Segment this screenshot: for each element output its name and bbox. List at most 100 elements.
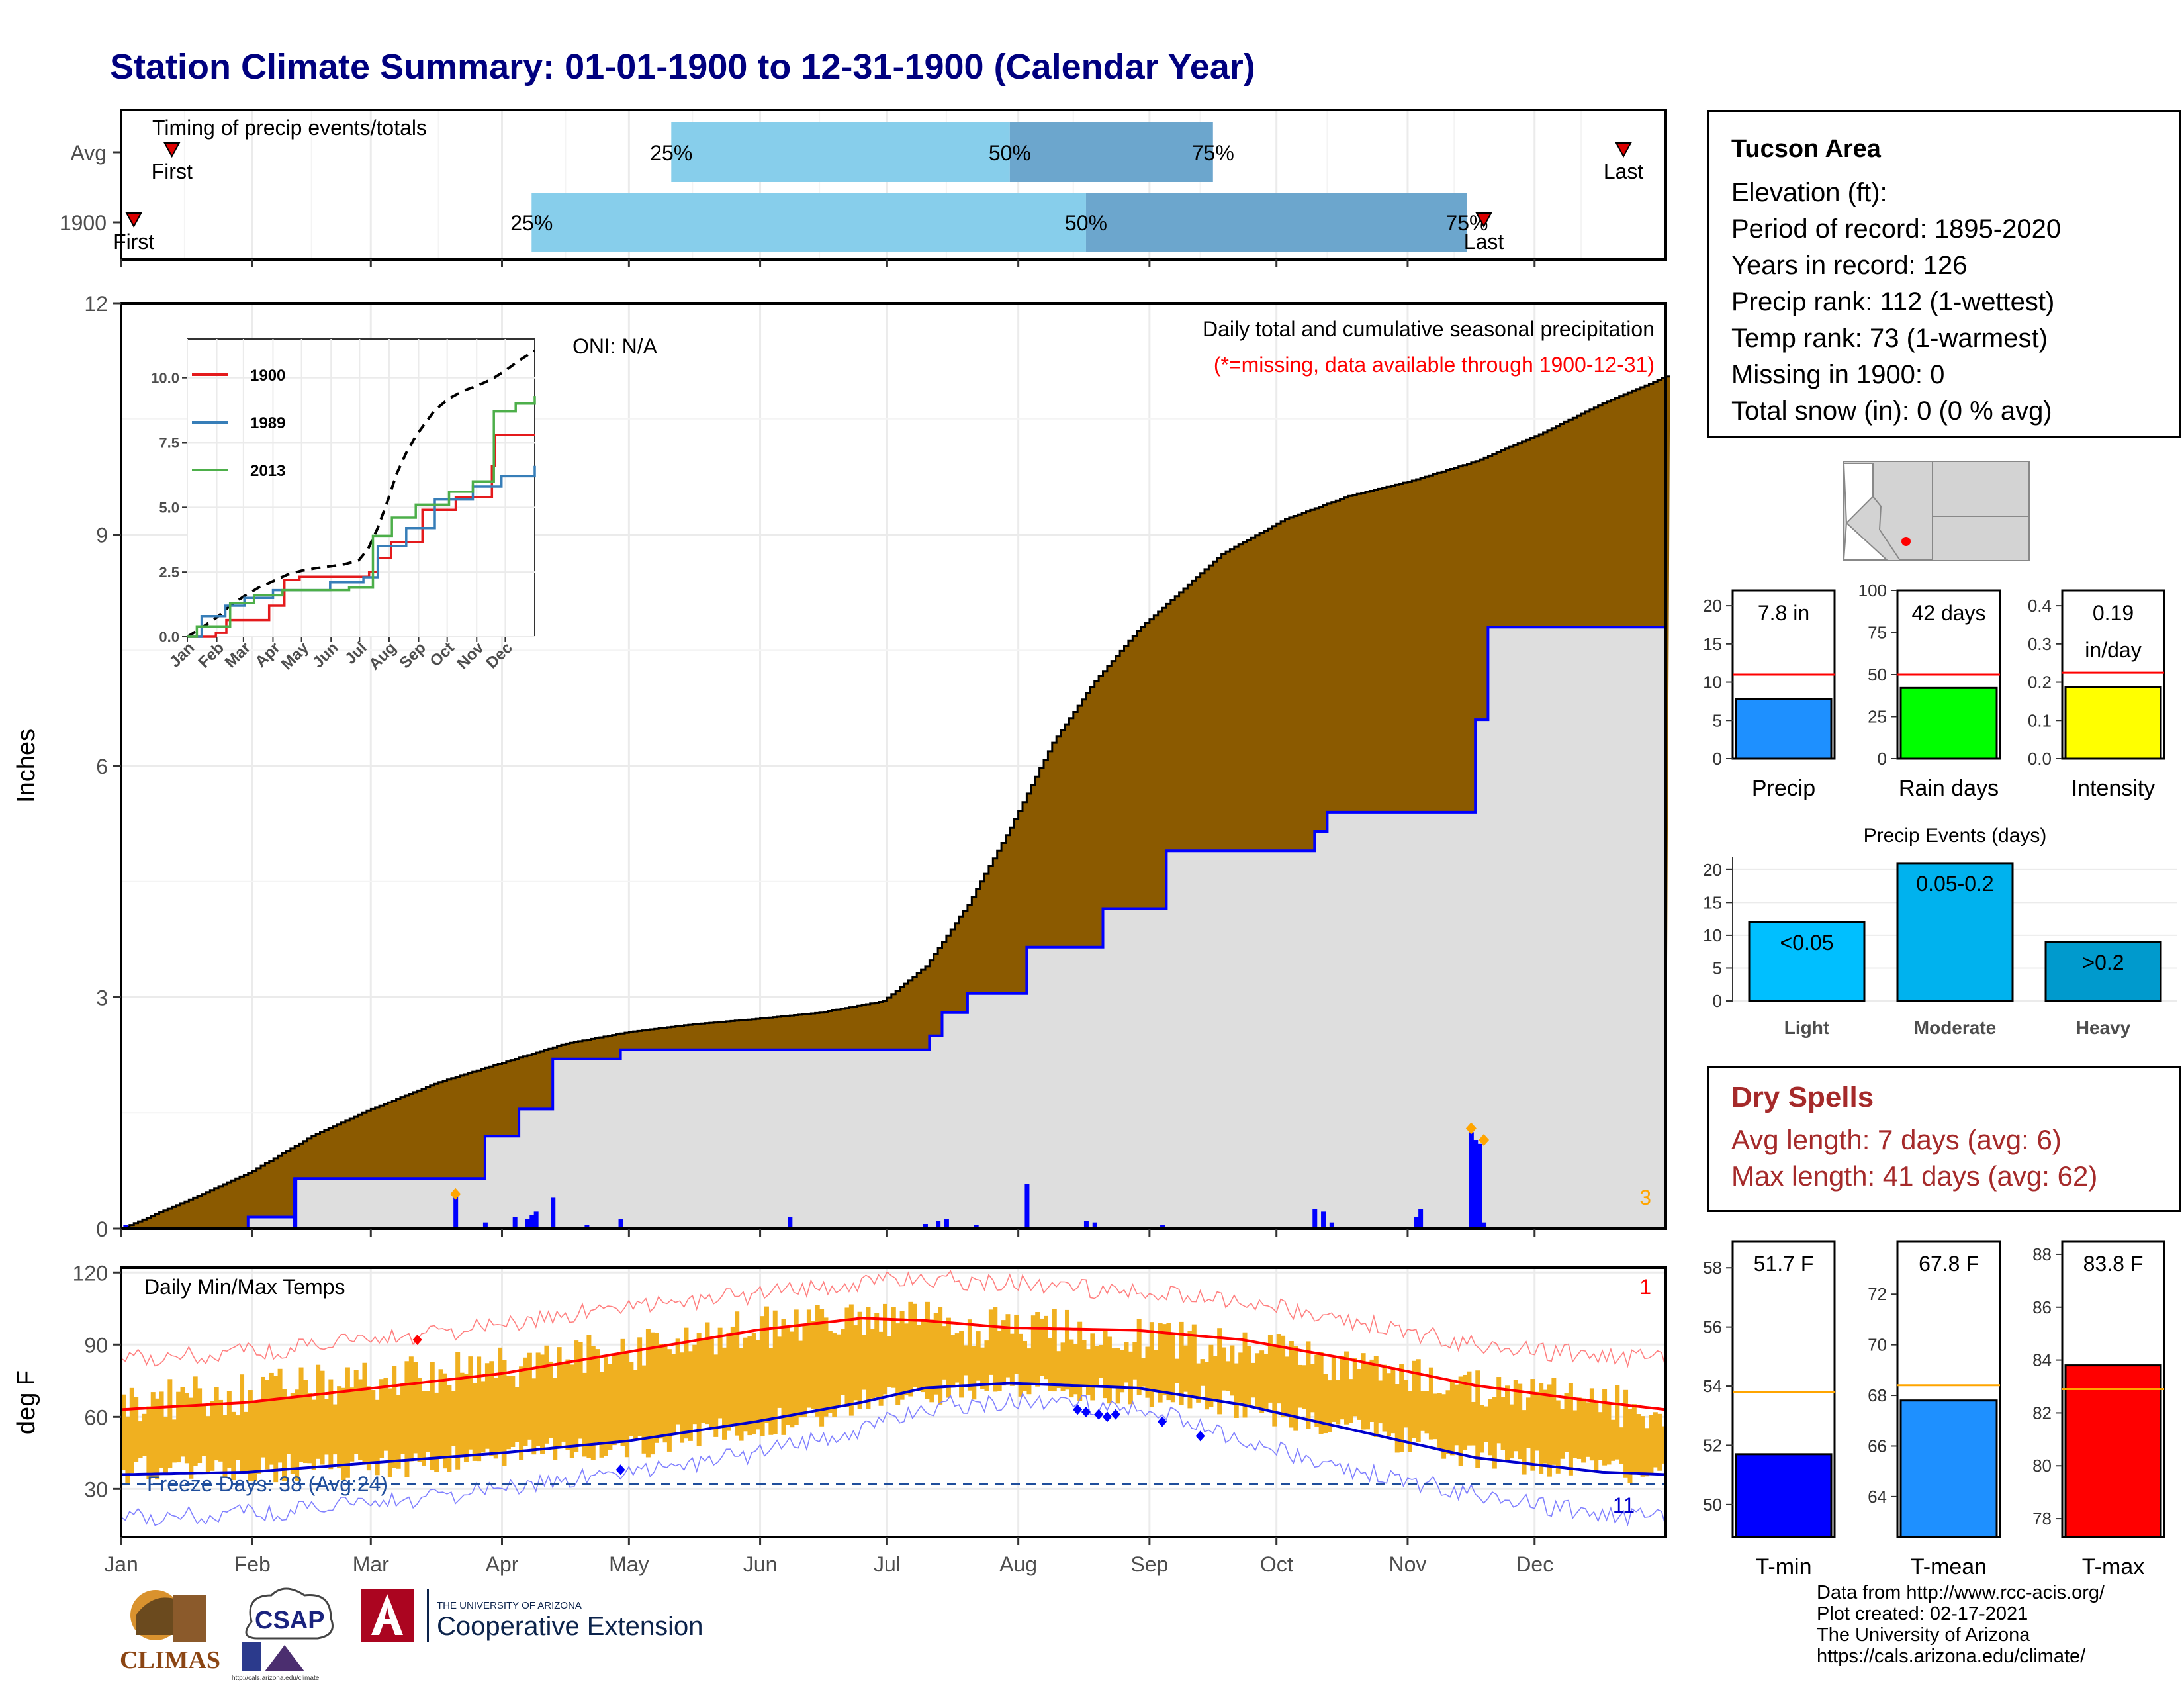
daily-temp-range-bar — [1048, 1337, 1053, 1391]
map-shape — [1843, 521, 1888, 560]
daily-temp-range-bar — [1128, 1351, 1133, 1405]
logos: CLIMAS CSAP http://cals.arizona.edu/clim… — [120, 1587, 703, 1681]
daily-temp-range-bar — [252, 1402, 257, 1481]
daily-precip-bar — [1469, 1132, 1474, 1229]
dry-spells-avg: Avg length: 7 days (avg: 6) — [1731, 1124, 2062, 1155]
station-info-line: Elevation (ft): — [1731, 178, 1888, 207]
csap-wordmark: CSAP — [255, 1607, 325, 1634]
credit-line: Plot created: 02-17-2021 — [1817, 1603, 2028, 1624]
daily-temp-range-bar — [404, 1361, 410, 1477]
daily-temp-range-bar — [1467, 1371, 1472, 1446]
daily-temp-range-bar — [1428, 1367, 1433, 1440]
record-high-marker — [412, 1335, 422, 1346]
inset-avg-line — [186, 349, 536, 638]
daily-temp-range-bar — [1649, 1415, 1654, 1474]
summary-bar-precip: 7.8 in 0 5 10 15 20 Precip — [1703, 589, 1836, 801]
events-y-tick-label: 0 — [1713, 991, 1722, 1011]
daily-temp-range-bar — [155, 1398, 160, 1480]
freeze-days-label: Freeze Days: 38 (Avg:24) — [147, 1472, 388, 1496]
daily-temp-range-bar — [392, 1366, 397, 1468]
temp-y-tick-label: 60 — [84, 1405, 108, 1429]
daily-temp-range-bar — [895, 1323, 901, 1405]
station-info-line: Years in record: 126 — [1731, 251, 1968, 280]
precip-summary-bars: 7.8 in 0 5 10 15 20 Precip 42 days 0 25 50 75 100 Rai… — [1703, 581, 2165, 801]
precip-events-panel: Precip Events (days) 0 5 10 15 20 <0.05 Light 0.… — [1703, 825, 2177, 1038]
daily-temp-range-bar — [302, 1380, 308, 1464]
daily-temp-range-bar — [265, 1380, 270, 1470]
daily-temp-range-bar — [608, 1364, 613, 1450]
daily-temp-range-bar — [1610, 1419, 1615, 1461]
daily-temp-range-bar — [891, 1307, 896, 1388]
daily-temp-range-bar — [1551, 1378, 1557, 1465]
last-event-marker — [1475, 212, 1492, 228]
daily-temp-range-bar — [866, 1307, 871, 1409]
daily-temp-range-bar — [870, 1329, 875, 1399]
daily-temp-range-bar — [1445, 1390, 1451, 1454]
daily-temp-range-bar — [1420, 1391, 1426, 1431]
daily-temp-range-bar — [328, 1379, 334, 1470]
daily-temp-range-bar — [1534, 1391, 1539, 1451]
daily-temp-range-bar — [311, 1399, 316, 1470]
daily-temp-range-bar — [819, 1309, 825, 1427]
summary-y-tick-label: 64 — [1868, 1487, 1887, 1507]
daily-temp-range-bar — [798, 1340, 803, 1418]
daily-temp-range-bar — [1196, 1363, 1201, 1403]
daily-temp-range-bar — [1572, 1410, 1578, 1458]
daily-temp-range-bar — [1187, 1331, 1193, 1409]
daily-temp-range-bar — [980, 1347, 985, 1389]
daily-temp-range-bar — [1030, 1315, 1036, 1385]
daily-temp-range-bar — [1463, 1374, 1468, 1450]
summary-y-tick-label: 0.1 — [2028, 710, 2052, 730]
station-info-box: Tucson Area Elevation (ft): Period of re… — [1707, 110, 2181, 438]
daily-temp-range-bar — [1145, 1346, 1150, 1398]
daily-temp-range-bar — [1005, 1314, 1011, 1378]
daily-temp-range-bar — [921, 1321, 926, 1393]
summary-y-tick-label: 0.0 — [2028, 749, 2052, 769]
daily-temp-range-bar — [371, 1390, 376, 1464]
daily-temp-range-bar — [616, 1354, 621, 1441]
flagged-precip-marker — [1479, 1134, 1490, 1147]
daily-temp-range-bar — [590, 1346, 596, 1460]
page-title: Station Climate Summary: 01-01-1900 to 1… — [110, 47, 1255, 87]
daily-temp-range-bar — [442, 1373, 447, 1469]
daily-temp-range-bar — [760, 1316, 765, 1436]
daily-temp-range-bar — [662, 1346, 668, 1443]
daily-temp-range-bar — [1340, 1356, 1345, 1420]
daily-temp-range-bar — [1352, 1358, 1357, 1417]
daily-temp-range-bar — [1437, 1393, 1442, 1448]
daily-temp-range-bar — [790, 1331, 795, 1428]
daily-temp-range-bar — [134, 1397, 139, 1462]
daily-temp-range-bar — [933, 1313, 938, 1395]
daily-temp-range-bar — [379, 1379, 385, 1458]
precip-event-category: Moderate — [1914, 1017, 1996, 1038]
daily-temp-range-bar — [688, 1351, 693, 1441]
summary-bar-name: Rain days — [1899, 776, 1999, 801]
daily-temp-range-bar — [878, 1331, 884, 1406]
first-event-marker — [163, 142, 181, 158]
summary-bar-t-max: 83.8 F 78 80 82 84 86 88 T-max — [2032, 1240, 2165, 1579]
summary-y-tick-label: 80 — [2032, 1456, 2052, 1476]
daily-temp-range-bar — [1606, 1402, 1612, 1465]
summary-y-tick-label: 0 — [1713, 749, 1722, 769]
daily-temp-range-bar — [950, 1335, 956, 1387]
daily-temp-range-bar — [353, 1370, 359, 1454]
summary-value-label: 67.8 F — [1919, 1252, 1979, 1276]
daily-temp-range-bar — [523, 1357, 528, 1446]
daily-temp-range-bar — [666, 1349, 672, 1452]
daily-precip-bar — [1160, 1225, 1165, 1229]
daily-temp-range-bar — [747, 1336, 752, 1436]
daily-temp-range-bar — [519, 1366, 524, 1460]
daily-temp-range-bar — [1505, 1385, 1510, 1461]
year-cumulative-line — [121, 626, 1666, 1230]
daily-temp-range-bar — [1378, 1380, 1383, 1424]
daily-temp-range-bar — [827, 1331, 833, 1413]
daily-temp-range-bar — [1484, 1406, 1489, 1442]
daily-temp-range-bar — [1217, 1328, 1222, 1415]
summary-bar-intensity: 0.19 in/day 0.0 0.1 0.2 0.3 0.4 Intensity — [2028, 589, 2165, 801]
daily-temp-range-bar — [1513, 1380, 1518, 1452]
daily-temp-range-bar — [756, 1340, 761, 1430]
daily-temp-range-bar — [121, 1394, 126, 1470]
daily-temp-range-bar — [159, 1391, 164, 1468]
daily-temp-range-bar — [214, 1387, 219, 1461]
